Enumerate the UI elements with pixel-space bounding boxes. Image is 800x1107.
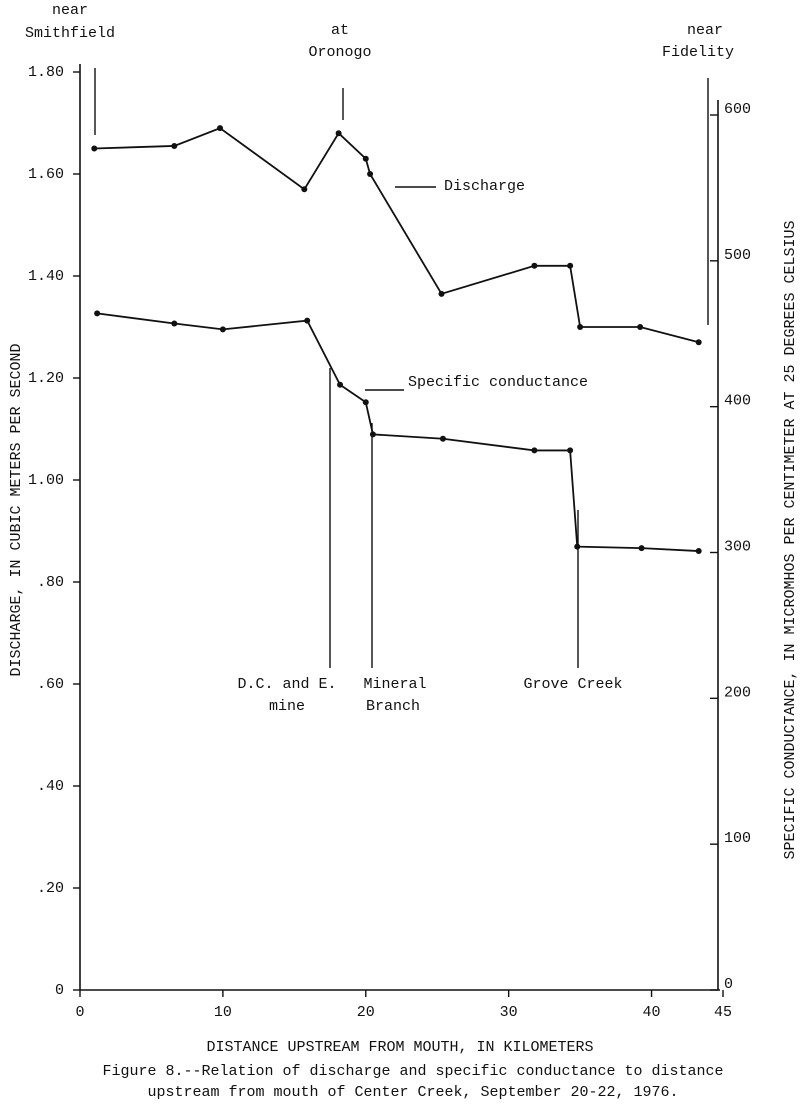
series-line (94, 127, 699, 344)
data-point (301, 186, 308, 193)
data-point (304, 317, 311, 324)
y2-tick-label: 200 (724, 684, 751, 701)
y-tick-label: .60 (37, 676, 64, 693)
annotation: Branch (366, 698, 420, 715)
data-point (574, 543, 581, 550)
annotation: near (687, 22, 723, 39)
data-point (91, 145, 98, 152)
series-label: Discharge (444, 178, 525, 195)
y-tick-label: .80 (37, 574, 64, 591)
y2-tick-label: 400 (724, 393, 751, 410)
y-tick-label: 1.00 (28, 472, 64, 489)
data-point (531, 447, 538, 454)
x-tick-label: 0 (75, 1004, 84, 1021)
data-point (637, 324, 644, 330)
data-point (335, 130, 342, 137)
y-tick-label: .40 (37, 778, 64, 795)
annotation: Mineral (363, 676, 426, 693)
y2-tick-label: 600 (724, 101, 751, 118)
x-tick-label: 45 (714, 1004, 732, 1021)
x-axis-label: DISTANCE UPSTREAM FROM MOUTH, IN KILOMET… (206, 1039, 593, 1056)
y-tick-label: 1.60 (28, 166, 64, 183)
data-point (638, 545, 645, 552)
annotation: near (52, 2, 88, 19)
y-axis-label: DISCHARGE, IN CUBIC METERS PER SECOND (8, 343, 25, 676)
data-point (362, 399, 369, 406)
y-tick-label: 1.80 (28, 64, 64, 81)
data-point (567, 262, 574, 269)
data-point (695, 548, 702, 555)
y-tick-label: 1.20 (28, 370, 64, 387)
y2-tick-label: 100 (724, 830, 751, 847)
caption: Figure 8.--Relation of discharge and spe… (102, 1063, 723, 1080)
data-point (438, 290, 445, 297)
y-tick-label: 0 (55, 982, 64, 999)
annotation: at (331, 22, 349, 39)
annotation: Fidelity (662, 44, 734, 61)
data-point (217, 125, 224, 132)
y2-tick-label: 300 (724, 538, 751, 555)
data-point (362, 155, 369, 162)
y2-axis-label: SPECIFIC CONDUCTANCE, IN MICROMHOS PER C… (782, 220, 799, 859)
annotation: mine (269, 698, 305, 715)
x-tick-label: 10 (214, 1004, 232, 1021)
series-label: Specific conductance (408, 374, 588, 391)
data-point (577, 324, 584, 330)
data-point (171, 320, 178, 327)
y2-tick-label: 500 (724, 247, 751, 264)
data-point (367, 171, 374, 177)
data-point (567, 447, 574, 454)
x-tick-label: 40 (643, 1004, 661, 1021)
data-point (439, 435, 446, 442)
data-point (337, 381, 344, 388)
y-tick-label: .20 (37, 880, 64, 897)
annotation: D.C. and E. (237, 676, 336, 693)
data-point (531, 262, 538, 269)
annotation: Grove Creek (523, 676, 622, 693)
y2-tick-label: 0 (724, 976, 733, 993)
x-tick-label: 30 (500, 1004, 518, 1021)
data-point (94, 310, 101, 317)
data-point (219, 326, 226, 333)
data-point (695, 339, 702, 346)
y-tick-label: 1.40 (28, 268, 64, 285)
data-point (369, 431, 376, 438)
data-point (171, 142, 178, 149)
annotation: Smithfield (25, 25, 115, 42)
series-line (97, 312, 699, 552)
x-tick-label: 20 (357, 1004, 375, 1021)
annotation: Oronogo (308, 44, 371, 61)
caption: upstream from mouth of Center Creek, Sep… (147, 1084, 678, 1101)
